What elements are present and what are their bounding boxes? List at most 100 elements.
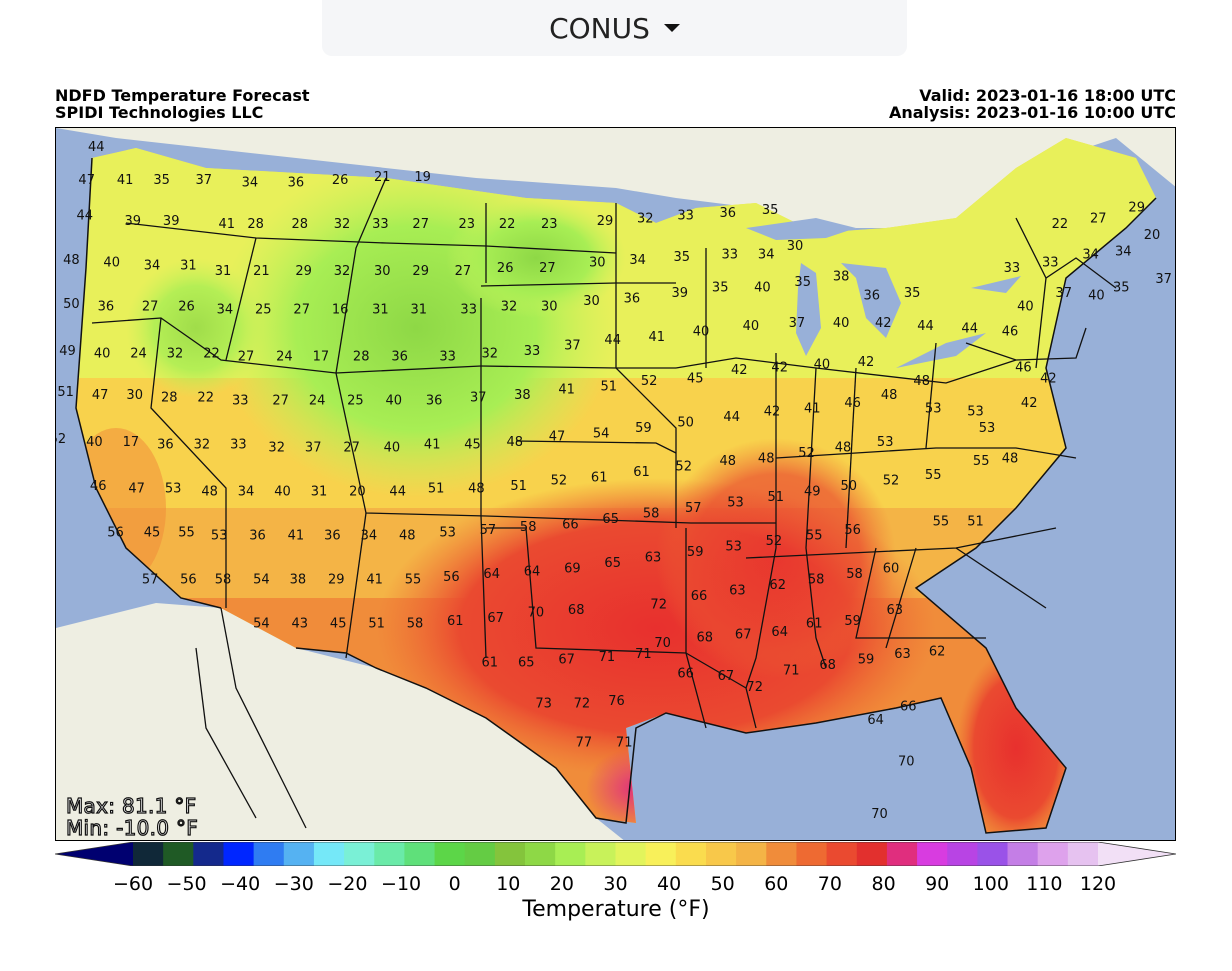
colorbar-cell [525,842,556,866]
station-value: 61 [447,614,464,629]
station-value: 61 [806,617,823,632]
station-value: 41 [558,382,575,397]
station-value: 48 [1002,451,1019,466]
station-value: 66 [691,589,708,604]
station-value: 65 [602,512,619,527]
colorbar-tick-label: −60 [112,873,154,895]
station-value: 44 [961,322,978,337]
station-value: 62 [769,578,786,593]
station-value: 69 [564,562,581,577]
station-value: 40 [743,319,760,334]
colorbar-cell [253,842,285,866]
station-value: 22 [203,347,220,362]
station-value: 48 [201,484,218,499]
station-value: 42 [1040,371,1057,386]
colorbar-cell [163,842,194,866]
colorbar-cell [585,842,616,866]
colorbar-cell [313,842,345,866]
station-value: 40 [1088,289,1105,304]
station-value: 22 [197,391,214,406]
analysis-time: Analysis: 2023-01-16 10:00 UTC [888,103,1176,122]
station-value: 70 [528,606,545,621]
colorbar-tick-label: −30 [273,873,314,895]
station-value: 58 [808,573,825,588]
station-value: 49 [804,484,821,499]
station-value: 40 [754,280,771,295]
station-value: 46 [90,479,107,494]
station-value: 34 [144,258,161,273]
station-value: 63 [894,647,911,662]
station-value: 59 [687,545,704,560]
station-value: 33 [230,438,247,453]
lake-huron [841,263,901,338]
station-value: 24 [276,349,293,364]
lake-ontario [971,276,1021,293]
pacific-mexico-coast [195,647,257,819]
station-value: 52 [675,460,692,475]
colorbar-tick-label: 110 [1026,873,1063,895]
caret-down-icon [663,24,680,32]
station-value: 56 [443,570,460,585]
valid-time: Valid: 2023-01-16 18:00 UTC [919,86,1176,105]
station-value: 33 [372,217,389,232]
station-value: 38 [290,573,307,588]
station-value: 40 [274,484,291,499]
station-value: 27 [238,349,255,364]
station-value: 64 [867,713,884,728]
lake-michigan [796,263,821,356]
station-value: 36 [864,289,881,304]
station-value: 44 [88,140,105,155]
station-value: 34 [758,247,775,262]
station-value: 64 [771,625,788,640]
station-value: 44 [723,410,740,425]
station-value: 40 [86,435,103,450]
station-value: 55 [925,468,942,483]
station-value: 40 [1017,300,1034,315]
colorbar-cell [344,842,375,866]
station-value: 35 [904,286,921,301]
station-value: 34 [242,176,259,191]
station-value: 34 [217,302,234,317]
station-value: 32 [482,347,499,362]
station-value: 36 [624,291,641,306]
colorbar-cell [555,842,586,866]
station-value: 42 [731,363,748,378]
station-value: 41 [804,402,821,417]
station-value: 53 [165,482,182,497]
station-value: 35 [153,173,170,188]
station-value: 40 [384,440,401,455]
station-value: 36 [391,349,408,364]
min-temperature-stat: Min: -10.0 °F [65,815,199,840]
station-value: 67 [718,669,735,684]
station-value: 51 [601,380,618,395]
station-value: 67 [735,628,752,643]
station-value: 47 [78,173,95,188]
station-value: 26 [497,261,514,276]
station-value: 27 [455,264,472,279]
station-value: 33 [232,393,249,408]
station-value: 71 [635,647,652,662]
station-value: 31 [411,302,428,317]
station-value: 45 [687,371,704,386]
station-value: 52 [641,374,658,389]
station-value: 16 [332,302,349,317]
station-value: 47 [128,482,145,497]
station-value: 61 [633,465,650,480]
station-value: 33 [722,247,739,262]
station-value: 37 [1155,272,1172,287]
station-value: 37 [789,316,806,331]
station-value: 57 [685,501,702,516]
station-value: 55 [405,573,422,588]
station-value: 72 [574,697,591,712]
station-value: 66 [900,699,917,714]
map-header-left: NDFD Temperature Forecast SPIDI Technolo… [55,87,310,121]
station-value: 34 [361,529,378,544]
region-selector[interactable]: CONUS [322,0,907,56]
colorbar-cell [494,842,526,866]
station-value: 52 [883,473,900,488]
station-value: 49 [59,344,76,359]
station-value: 36 [324,529,341,544]
station-value: 32 [334,217,351,232]
station-value: 48 [758,451,775,466]
station-value: 55 [806,529,823,544]
